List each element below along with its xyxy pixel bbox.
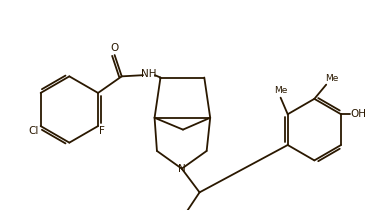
Text: O: O xyxy=(111,43,119,53)
Text: N: N xyxy=(178,164,186,174)
Text: OH: OH xyxy=(351,109,367,119)
Text: Me: Me xyxy=(325,74,339,83)
Text: Cl: Cl xyxy=(28,126,39,136)
Text: Me: Me xyxy=(274,86,287,95)
Text: F: F xyxy=(99,126,105,136)
Text: NH: NH xyxy=(141,69,157,79)
